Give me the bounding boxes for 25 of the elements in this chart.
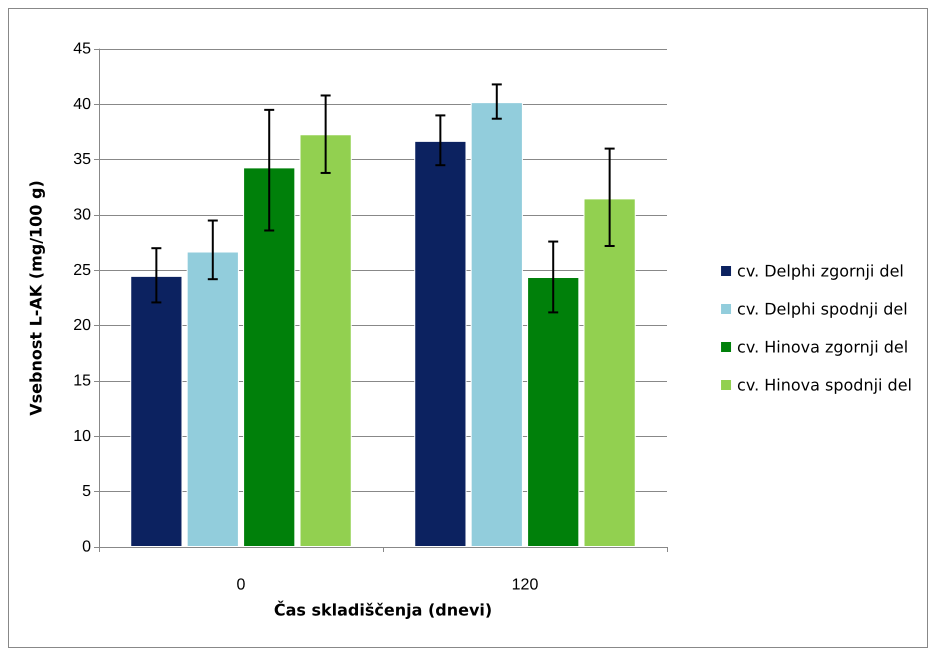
legend-label: cv. Delphi spodnji del bbox=[737, 300, 908, 318]
x-axis-title: Čas skladiščenja (dnevi) bbox=[274, 600, 492, 620]
y-tick-label: 40 bbox=[73, 96, 92, 113]
legend-label: cv. Delphi zgornji del bbox=[737, 262, 904, 280]
x-tick-label: 120 bbox=[512, 576, 538, 594]
y-tick-label: 20 bbox=[73, 317, 92, 334]
bar bbox=[470, 102, 523, 547]
y-tick-label: 45 bbox=[73, 40, 92, 58]
bar bbox=[584, 198, 636, 547]
y-tick-label: 30 bbox=[73, 206, 92, 224]
y-tick-label: 5 bbox=[82, 483, 92, 500]
bar bbox=[300, 134, 352, 547]
bar bbox=[527, 276, 580, 547]
bar bbox=[243, 167, 296, 547]
y-tick-label: 25 bbox=[73, 262, 92, 279]
y-axis-title: Vsebnost L-AK (mg/100 g) bbox=[26, 180, 46, 416]
bar bbox=[186, 252, 239, 547]
bar bbox=[130, 276, 182, 547]
bar bbox=[414, 140, 466, 547]
y-tick-label: 15 bbox=[73, 372, 92, 390]
y-tick-label: 35 bbox=[73, 151, 92, 168]
y-tick-label: 0 bbox=[82, 538, 92, 556]
legend-label: cv. Hinova zgornji del bbox=[737, 338, 908, 356]
legend-label: cv. Hinova spodnji del bbox=[737, 376, 912, 394]
y-tick-label: 10 bbox=[73, 428, 92, 445]
